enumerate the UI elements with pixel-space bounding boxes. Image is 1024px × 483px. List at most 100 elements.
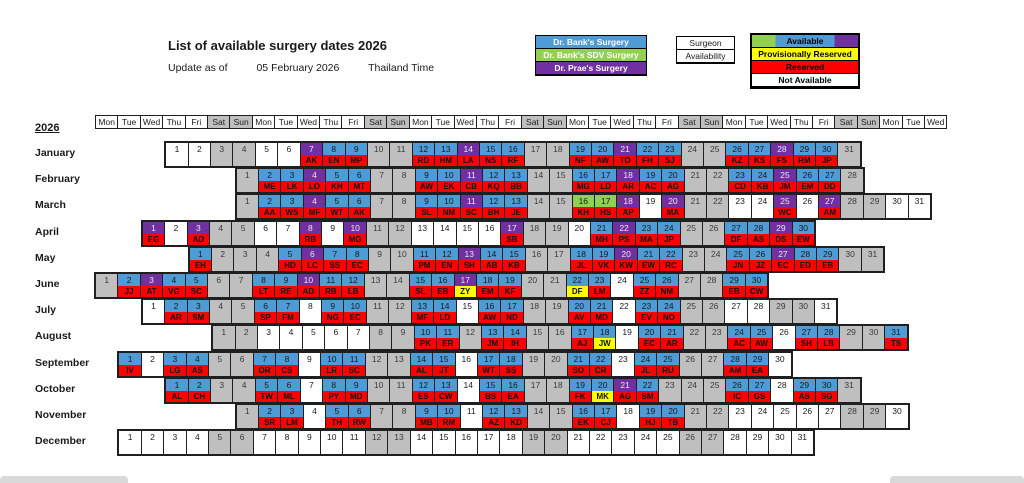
day-cell-january-23[interactable]: 23 SJ xyxy=(658,142,682,167)
day-cell-april-24[interactable]: 24 JP xyxy=(657,220,681,246)
day-cell-september-25[interactable]: 25 RU xyxy=(656,351,680,377)
day-cell-january-15[interactable]: 15 NS xyxy=(478,142,503,167)
day-cell-april-21[interactable]: 21 MH xyxy=(589,220,614,246)
day-cell-february-19[interactable]: 19 AC xyxy=(638,168,663,194)
dow-header-cell[interactable]: Wed xyxy=(767,115,791,129)
day-cell-july-8[interactable]: 8 xyxy=(298,299,323,325)
day-cell-december-29[interactable]: 29 xyxy=(745,430,770,456)
day-cell-december-1[interactable]: 1 xyxy=(118,430,142,456)
day-cell-january-28[interactable]: 28 FS xyxy=(770,142,794,167)
day-cell-may-24[interactable]: 24 xyxy=(704,246,728,272)
day-cell-april-12[interactable]: 12 xyxy=(388,220,412,246)
day-cell-april-26[interactable]: 26 xyxy=(701,220,726,246)
day-cell-december-5[interactable]: 5 xyxy=(208,430,232,456)
day-cell-march-7[interactable]: 7 xyxy=(369,194,394,220)
dow-header-cell[interactable]: Sat xyxy=(677,115,701,129)
day-cell-october-22[interactable]: 22 SM xyxy=(635,377,660,403)
day-cell-june-28[interactable]: 28 xyxy=(699,273,724,298)
dow-header-cell[interactable]: Mon xyxy=(565,115,589,129)
dow-header-cell[interactable]: Tue xyxy=(117,115,141,129)
day-cell-may-1[interactable]: 1 EH xyxy=(188,246,213,272)
day-cell-june-20[interactable]: 20 xyxy=(520,273,545,298)
day-cell-july-2[interactable]: 2 AR xyxy=(164,299,188,325)
day-cell-april-2[interactable]: 2 xyxy=(164,220,188,246)
day-cell-march-3[interactable]: 3 WS xyxy=(280,194,304,220)
day-cell-may-11[interactable]: 11 PM xyxy=(412,246,437,272)
day-cell-january-24[interactable]: 24 xyxy=(680,142,704,167)
dow-header-cell[interactable]: Sat xyxy=(520,115,545,129)
dow-header-cell[interactable]: Sun xyxy=(543,115,567,129)
day-cell-april-17[interactable]: 17 SB xyxy=(500,220,524,246)
day-cell-july-24[interactable]: 24 NO xyxy=(657,299,681,325)
day-cell-april-19[interactable]: 19 xyxy=(545,220,569,246)
day-cell-june-25[interactable]: 25 ZZ xyxy=(632,273,657,298)
day-cell-april-29[interactable]: 29 DS xyxy=(769,220,793,246)
dow-header-cell[interactable]: Thu xyxy=(475,115,500,129)
day-cell-july-16[interactable]: 16 AW xyxy=(477,299,502,325)
day-cell-august-21[interactable]: 21 AR xyxy=(660,325,684,351)
day-cell-november-22[interactable]: 22 xyxy=(706,404,730,429)
day-cell-september-22[interactable]: 22 CR xyxy=(588,351,613,377)
day-cell-october-19[interactable]: 19 FK xyxy=(568,377,592,403)
day-cell-march-5[interactable]: 5 WT xyxy=(325,194,349,220)
day-cell-november-14[interactable]: 14 xyxy=(526,404,551,429)
day-cell-september-17[interactable]: 17 WT xyxy=(476,351,501,377)
day-cell-july-13[interactable]: 13 MF xyxy=(410,299,435,325)
day-cell-february-10[interactable]: 10 EK xyxy=(437,168,461,194)
day-cell-march-19[interactable]: 19 xyxy=(638,194,663,220)
day-cell-march-26[interactable]: 26 xyxy=(795,194,820,220)
dow-header-cell[interactable]: Mon xyxy=(251,115,276,129)
dow-header-cell[interactable]: Tue xyxy=(274,115,298,129)
day-cell-march-4[interactable]: 4 MF xyxy=(302,194,327,220)
day-cell-march-25[interactable]: 25 WC xyxy=(773,194,797,220)
day-cell-december-27[interactable]: 27 xyxy=(700,430,725,456)
dow-header-cell[interactable]: Fri xyxy=(655,115,679,129)
day-cell-may-4[interactable]: 4 xyxy=(255,246,280,272)
day-cell-april-3[interactable]: 3 AD xyxy=(186,220,211,246)
day-cell-april-25[interactable]: 25 xyxy=(679,220,703,246)
day-cell-february-7[interactable]: 7 xyxy=(369,168,394,194)
day-cell-june-12[interactable]: 12 LB xyxy=(341,273,365,298)
day-cell-april-14[interactable]: 14 xyxy=(433,220,457,246)
day-cell-january-10[interactable]: 10 xyxy=(366,142,391,167)
day-cell-march-24[interactable]: 24 xyxy=(750,194,775,220)
day-cell-august-27[interactable]: 27 SH xyxy=(794,325,819,351)
day-cell-june-18[interactable]: 18 EM xyxy=(475,273,500,298)
day-cell-march-22[interactable]: 22 xyxy=(706,194,730,220)
day-cell-march-2[interactable]: 2 AA xyxy=(257,194,282,220)
day-cell-august-26[interactable]: 26 xyxy=(772,325,796,351)
day-cell-may-23[interactable]: 23 xyxy=(681,246,706,272)
day-cell-march-8[interactable]: 8 xyxy=(392,194,416,220)
day-cell-november-19[interactable]: 19 HJ xyxy=(638,404,663,429)
day-cell-september-8[interactable]: 8 CS xyxy=(275,351,299,377)
dow-header-cell[interactable]: Wed xyxy=(296,115,321,129)
day-cell-november-27[interactable]: 27 xyxy=(818,404,842,429)
day-cell-july-18[interactable]: 18 xyxy=(522,299,547,325)
day-cell-september-16[interactable]: 16 xyxy=(454,351,478,377)
day-cell-march-17[interactable]: 17 HS xyxy=(594,194,618,220)
day-cell-october-7[interactable]: 7 xyxy=(299,377,324,403)
day-cell-june-13[interactable]: 13 xyxy=(363,273,388,298)
day-cell-july-27[interactable]: 27 xyxy=(724,299,748,325)
day-cell-may-20[interactable]: 20 KW xyxy=(614,246,638,272)
day-cell-february-20[interactable]: 20 AG xyxy=(661,168,685,194)
day-cell-november-10[interactable]: 10 RM xyxy=(437,404,461,429)
day-cell-october-14[interactable]: 14 xyxy=(456,377,480,403)
day-cell-may-27[interactable]: 27 EC xyxy=(771,246,795,272)
day-cell-january-21[interactable]: 21 TO xyxy=(613,142,637,167)
day-cell-september-20[interactable]: 20 xyxy=(544,351,568,377)
day-cell-january-3[interactable]: 3 xyxy=(210,142,234,167)
day-cell-september-15[interactable]: 15 JT xyxy=(432,351,456,377)
day-cell-april-10[interactable]: 10 MG xyxy=(343,220,367,246)
day-cell-august-22[interactable]: 22 xyxy=(682,325,707,351)
day-cell-january-9[interactable]: 9 MP xyxy=(344,142,368,167)
day-cell-march-31[interactable]: 31 xyxy=(907,194,932,220)
day-cell-may-3[interactable]: 3 xyxy=(233,246,257,272)
day-cell-august-24[interactable]: 24 AC xyxy=(727,325,751,351)
day-cell-december-19[interactable]: 19 xyxy=(521,430,546,456)
day-cell-february-8[interactable]: 8 xyxy=(392,168,416,194)
day-cell-march-6[interactable]: 6 AK xyxy=(347,194,371,220)
day-cell-november-21[interactable]: 21 xyxy=(683,404,708,429)
day-cell-december-28[interactable]: 28 xyxy=(723,430,747,456)
day-cell-july-30[interactable]: 30 xyxy=(791,299,816,325)
